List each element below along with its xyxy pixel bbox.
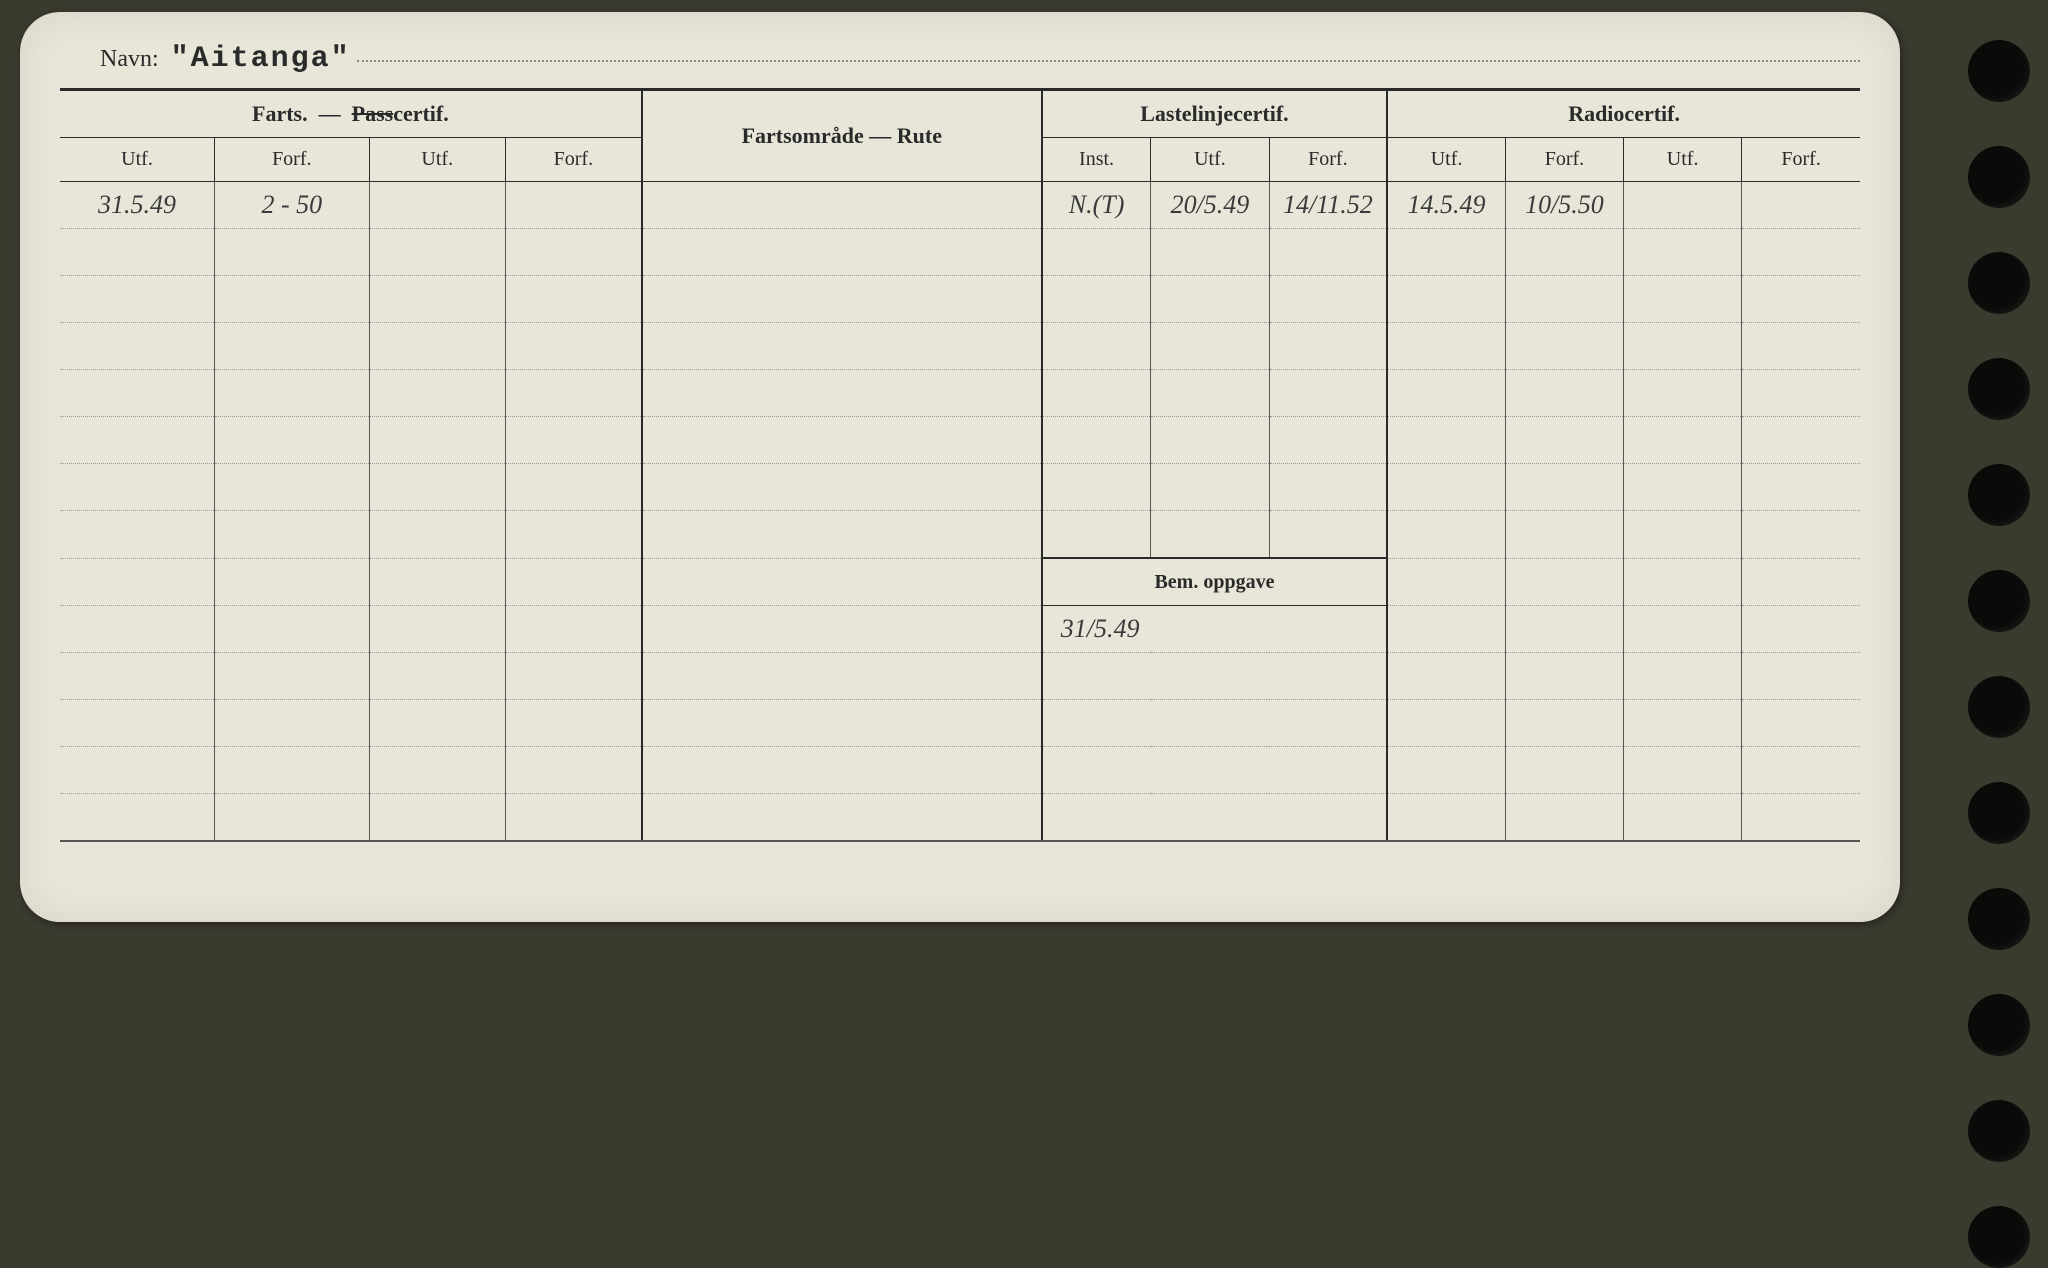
data-row-1: 31.5.49 2 - 50 N.(T) 20/5.49 14/11.52 14… [60, 182, 1860, 229]
sub-laste-utf: Utf. [1151, 138, 1269, 182]
index-card: Navn: "Aitanga" Farts. — Passcertif. Far… [20, 12, 1900, 922]
header-fartsomrade: Fartsområde — Rute [642, 91, 1042, 182]
group-header-row: Farts. — Passcertif. Fartsområde — Rute … [60, 91, 1860, 138]
cell-farts-utf2 [369, 182, 505, 229]
header-lastelinje: Lastelinjecertif. [1042, 91, 1387, 138]
certificate-table: Farts. — Passcertif. Fartsområde — Rute … [60, 91, 1860, 840]
hole-icon [1968, 1206, 2030, 1268]
cell-laste-utf: 20/5.49 [1151, 182, 1269, 229]
table-row [60, 229, 1860, 276]
bem-header-row: Bem. oppgave [60, 558, 1860, 606]
sub-radio-forf1: Forf. [1505, 138, 1623, 182]
cell-farts-utf1: 31.5.49 [60, 182, 215, 229]
sub-farts-forf1: Forf. [215, 138, 370, 182]
cell-farts-forf1: 2 - 50 [215, 182, 370, 229]
bem-header: Bem. oppgave [1042, 558, 1387, 606]
navn-value: "Aitanga" [171, 42, 351, 76]
sub-radio-utf2: Utf. [1624, 138, 1742, 182]
hole-icon [1968, 1100, 2030, 1162]
table-row [60, 511, 1860, 559]
hole-icon [1968, 146, 2030, 208]
sub-radio-forf2: Forf. [1742, 138, 1860, 182]
hole-icon [1968, 676, 2030, 738]
cell-fartsomrade [642, 182, 1042, 229]
hole-icon [1968, 40, 2030, 102]
hole-icon [1968, 994, 2030, 1056]
cell-farts-forf2 [505, 182, 641, 229]
binder-holes [1968, 40, 2030, 1268]
table-container: Farts. — Passcertif. Fartsområde — Rute … [60, 88, 1860, 842]
table-row [60, 794, 1860, 841]
cell-radio-utf1: 14.5.49 [1387, 182, 1505, 229]
sub-farts-utf2: Utf. [369, 138, 505, 182]
sub-farts-utf1: Utf. [60, 138, 215, 182]
hole-icon [1968, 464, 2030, 526]
header-farts-text: Farts. — Passcertif. [252, 101, 449, 126]
cell-radio-utf2 [1624, 182, 1742, 229]
bem-value-row: 31/5.49 [60, 606, 1860, 653]
hole-icon [1968, 358, 2030, 420]
hole-icon [1968, 888, 2030, 950]
sub-farts-forf2: Forf. [505, 138, 641, 182]
table-row [60, 464, 1860, 511]
sub-laste-forf: Forf. [1269, 138, 1387, 182]
hole-icon [1968, 252, 2030, 314]
cell-laste-forf: 14/11.52 [1269, 182, 1387, 229]
table-row [60, 700, 1860, 747]
cell-radio-forf2 [1742, 182, 1860, 229]
table-row [60, 276, 1860, 323]
table-row [60, 653, 1860, 700]
sub-laste-inst: Inst. [1042, 138, 1151, 182]
navn-row: Navn: "Aitanga" [100, 42, 1860, 76]
table-row [60, 747, 1860, 794]
cell-laste-inst: N.(T) [1042, 182, 1151, 229]
header-radio: Radiocertif. [1387, 91, 1860, 138]
sub-radio-utf1: Utf. [1387, 138, 1505, 182]
header-farts: Farts. — Passcertif. [60, 91, 642, 138]
table-body: 31.5.49 2 - 50 N.(T) 20/5.49 14/11.52 14… [60, 182, 1860, 841]
table-row [60, 417, 1860, 464]
table-row [60, 370, 1860, 417]
navn-dotted-line [357, 60, 1860, 62]
navn-label: Navn: [100, 46, 159, 73]
hole-icon [1968, 570, 2030, 632]
bem-value: 31/5.49 [1042, 606, 1387, 653]
table-row [60, 323, 1860, 370]
cell-radio-forf1: 10/5.50 [1505, 182, 1623, 229]
hole-icon [1968, 782, 2030, 844]
